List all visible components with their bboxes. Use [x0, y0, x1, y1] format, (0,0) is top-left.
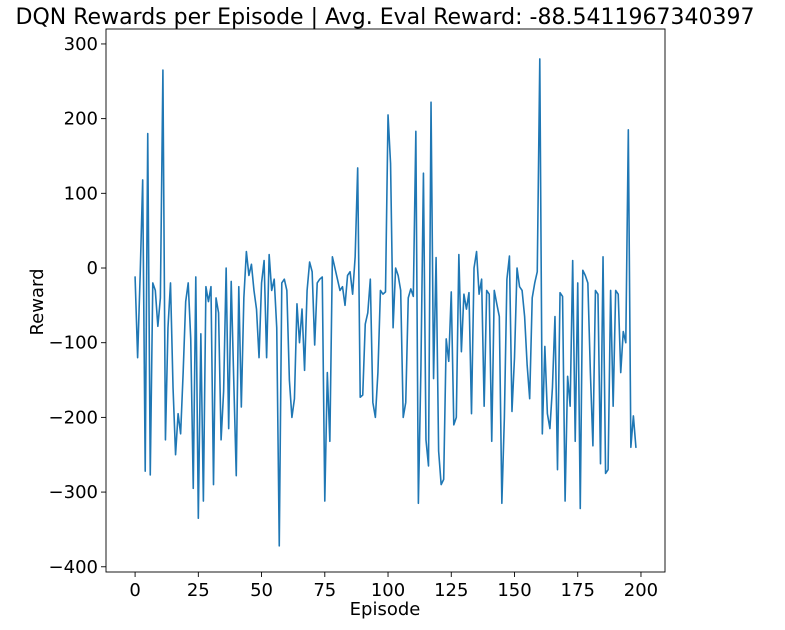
y-tick-label--100: −100 [49, 333, 98, 354]
x-tick-label-175: 175 [561, 580, 595, 601]
y-axis-label: Reward [27, 268, 48, 335]
x-axis-label: Episode [350, 599, 421, 620]
y-tick-label-200: 200 [64, 109, 98, 130]
y-tick-label-0: 0 [87, 258, 98, 279]
chart-title: DQN Rewards per Episode | Avg. Eval Rewa… [16, 5, 755, 30]
x-tick-label-100: 100 [371, 580, 405, 601]
y-tick-label--400: −400 [49, 557, 98, 578]
x-tick-label-125: 125 [434, 580, 468, 601]
x-tick-label-25: 25 [187, 580, 210, 601]
series-line-0 [134, 58, 637, 547]
x-tick-label-50: 50 [250, 580, 273, 601]
x-tick-label-0: 0 [129, 580, 140, 601]
x-tick-label-150: 150 [497, 580, 531, 601]
y-tick-label--300: −300 [49, 482, 98, 503]
x-tick-label-200: 200 [624, 580, 658, 601]
y-tick-label-300: 300 [64, 34, 98, 55]
plot-frame [105, 28, 666, 573]
x-tick-label-75: 75 [313, 580, 336, 601]
y-tick-label--200: −200 [49, 407, 98, 428]
plot-area: 0 25 50 75 100 125 150 175 200 300 200 100 0 −100 −200… [49, 28, 666, 601]
y-tick-label-100: 100 [64, 183, 98, 204]
